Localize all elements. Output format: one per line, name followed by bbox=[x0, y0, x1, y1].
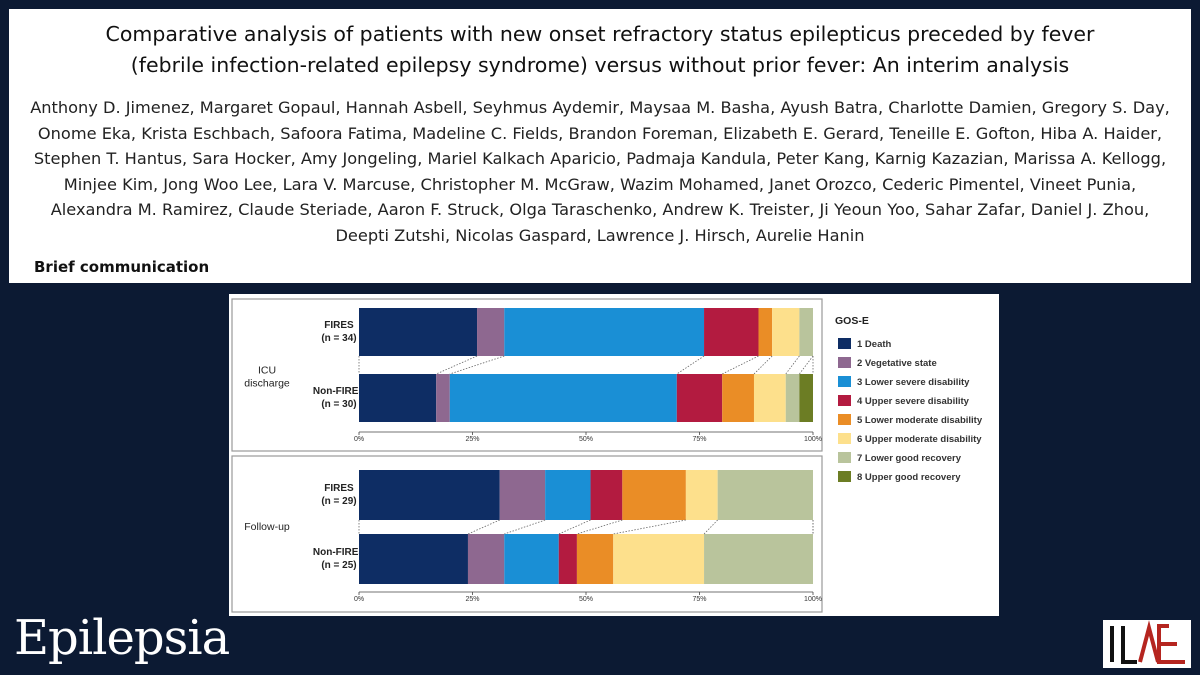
author-list: Anthony D. Jimenez, Margaret Gopaul, Han… bbox=[30, 98, 1170, 245]
ilae-logo bbox=[1103, 620, 1191, 668]
article-header: Comparative analysis of patients with ne… bbox=[9, 9, 1191, 283]
gos-e-figure: ICU discharge FIRES (n = 34) Non-FIRES (n = 3… bbox=[229, 294, 999, 616]
bar-segment bbox=[436, 374, 450, 422]
x-tick-label: 50% bbox=[579, 436, 593, 443]
connector-line bbox=[676, 355, 705, 375]
bar-segment bbox=[467, 534, 505, 584]
bar-segment bbox=[758, 308, 773, 356]
group-n-label: (n = 25) bbox=[321, 560, 356, 571]
legend-swatch bbox=[838, 395, 851, 406]
panel-label: Follow-up bbox=[244, 521, 290, 533]
bar-segment bbox=[613, 534, 705, 584]
group-label: FIRES bbox=[324, 483, 354, 494]
article-type-label: Brief communication bbox=[34, 258, 210, 276]
legend-swatch bbox=[838, 414, 851, 425]
connector-line bbox=[613, 519, 686, 535]
legend-label: 2 Vegetative state bbox=[857, 358, 937, 369]
x-tick-label: 100% bbox=[804, 596, 822, 603]
bar-segment bbox=[359, 470, 500, 520]
connector-line bbox=[703, 519, 718, 535]
legend-label: 7 Lower good recovery bbox=[857, 453, 962, 464]
connector-line bbox=[799, 355, 814, 375]
bar-segment bbox=[753, 374, 786, 422]
x-tick-label: 25% bbox=[465, 596, 479, 603]
bar-segment bbox=[622, 470, 686, 520]
legend-swatch bbox=[838, 452, 851, 463]
bar-segment bbox=[685, 470, 718, 520]
connector-line bbox=[449, 355, 505, 375]
x-tick-label: 0% bbox=[354, 596, 364, 603]
group-label: Non-FIRES bbox=[313, 386, 366, 397]
x-tick-label: 25% bbox=[465, 436, 479, 443]
connector-line bbox=[504, 519, 546, 535]
legend-label: 8 Upper good recovery bbox=[857, 472, 961, 483]
group-n-label: (n = 30) bbox=[321, 399, 356, 410]
legend-swatch bbox=[838, 357, 851, 368]
x-tick-label: 0% bbox=[354, 436, 364, 443]
legend-label: 6 Upper moderate disability bbox=[857, 434, 982, 445]
x-tick-label: 75% bbox=[692, 596, 706, 603]
legend-title: GOS-E bbox=[835, 315, 869, 327]
bar-segment bbox=[704, 534, 813, 584]
group-label: FIRES bbox=[324, 320, 354, 331]
group-label: Non-FIRES bbox=[313, 547, 366, 558]
bar-segment bbox=[545, 470, 591, 520]
bar-segment bbox=[785, 374, 800, 422]
bar-segment bbox=[590, 470, 623, 520]
legend-label: 4 Upper severe disability bbox=[857, 396, 970, 407]
legend-swatch bbox=[838, 471, 851, 482]
bar-segment bbox=[558, 534, 577, 584]
x-tick-label: 75% bbox=[692, 436, 706, 443]
legend-swatch bbox=[838, 433, 851, 444]
bar-segment bbox=[449, 374, 677, 422]
connector-line bbox=[436, 355, 478, 375]
bar-segment bbox=[359, 308, 478, 356]
connector-line bbox=[785, 355, 800, 375]
bar-segment bbox=[359, 534, 468, 584]
bar-segment bbox=[359, 374, 437, 422]
bar-segment bbox=[799, 374, 813, 422]
bar-segment bbox=[477, 308, 505, 356]
panel-label: ICU bbox=[258, 365, 276, 377]
bar-segment bbox=[576, 534, 614, 584]
x-tick-label: 50% bbox=[579, 596, 593, 603]
paper-title: Comparative analysis of patients with ne… bbox=[105, 22, 1095, 77]
group-n-label: (n = 29) bbox=[321, 496, 356, 507]
journal-logo: Epilepsia bbox=[14, 610, 230, 666]
x-tick-label: 100% bbox=[804, 436, 822, 443]
bar-segment bbox=[499, 470, 546, 520]
connector-line bbox=[722, 355, 759, 375]
connector-line bbox=[576, 519, 623, 535]
bar-segment bbox=[722, 374, 754, 422]
bar-segment bbox=[717, 470, 813, 520]
connector-line bbox=[753, 355, 773, 375]
bar-segment bbox=[704, 308, 759, 356]
legend-swatch bbox=[838, 338, 851, 349]
legend-label: 3 Lower severe disability bbox=[857, 377, 970, 388]
bar-segment bbox=[504, 534, 559, 584]
legend-label: 1 Death bbox=[857, 339, 892, 350]
bar-segment bbox=[772, 308, 800, 356]
legend-swatch bbox=[838, 376, 851, 387]
panel-label: discharge bbox=[244, 378, 290, 390]
bar-segment bbox=[799, 308, 813, 356]
legend-label: 5 Lower moderate disability bbox=[857, 415, 983, 426]
bar-segment bbox=[676, 374, 723, 422]
group-n-label: (n = 34) bbox=[321, 333, 356, 344]
bar-segment bbox=[504, 308, 705, 356]
